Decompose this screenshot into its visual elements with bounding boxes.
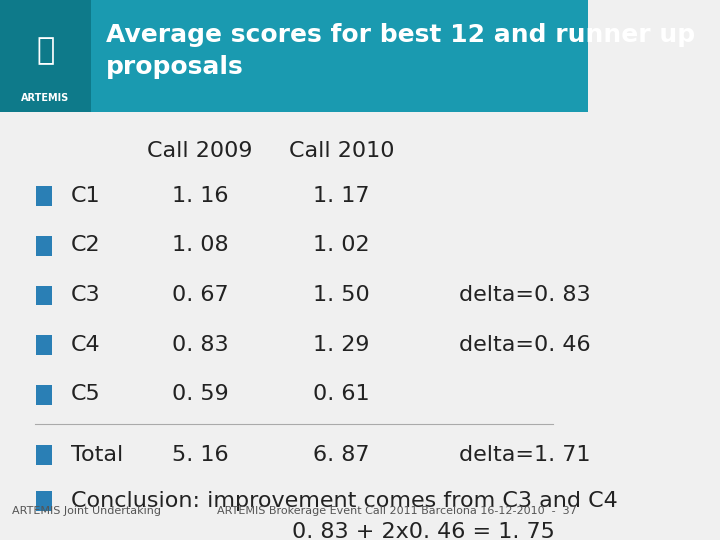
FancyBboxPatch shape (37, 186, 52, 206)
Text: 0. 83 + 2x0. 46 = 1. 75: 0. 83 + 2x0. 46 = 1. 75 (292, 522, 555, 540)
Text: delta=0. 46: delta=0. 46 (459, 335, 590, 355)
Text: 1. 50: 1. 50 (313, 285, 369, 305)
Text: 1. 02: 1. 02 (313, 235, 369, 255)
Text: 1. 29: 1. 29 (313, 335, 369, 355)
Text: 5. 16: 5. 16 (172, 445, 228, 465)
Text: Call 2009: Call 2009 (148, 141, 253, 161)
Text: C3: C3 (71, 285, 100, 305)
Text: ARTEMIS Brokerage Event Call 2011 Barcelona 16-12-2010  -  37: ARTEMIS Brokerage Event Call 2011 Barcel… (217, 506, 577, 516)
Text: 0. 61: 0. 61 (313, 384, 369, 404)
FancyBboxPatch shape (37, 446, 52, 465)
Text: C4: C4 (71, 335, 100, 355)
Text: Total: Total (71, 445, 123, 465)
FancyBboxPatch shape (37, 385, 52, 404)
Text: ARTEMIS: ARTEMIS (21, 93, 69, 103)
Text: 6. 87: 6. 87 (313, 445, 369, 465)
FancyBboxPatch shape (37, 335, 52, 355)
Text: delta=1. 71: delta=1. 71 (459, 445, 590, 465)
Text: 0. 83: 0. 83 (172, 335, 228, 355)
Text: Call 2010: Call 2010 (289, 141, 394, 161)
Text: C1: C1 (71, 186, 100, 206)
FancyBboxPatch shape (37, 236, 52, 256)
Text: C2: C2 (71, 235, 100, 255)
FancyBboxPatch shape (0, 0, 91, 112)
FancyBboxPatch shape (37, 491, 52, 511)
Text: Average scores for best 12 and runner up: Average scores for best 12 and runner up (106, 24, 695, 48)
Text: proposals: proposals (106, 55, 243, 79)
Text: Conclusion: improvement comes from C3 and C4: Conclusion: improvement comes from C3 an… (71, 491, 617, 511)
FancyBboxPatch shape (37, 286, 52, 306)
Text: 1. 16: 1. 16 (172, 186, 228, 206)
Text: delta=0. 83: delta=0. 83 (459, 285, 590, 305)
FancyBboxPatch shape (0, 0, 588, 112)
Text: 1. 17: 1. 17 (313, 186, 369, 206)
Text: 0. 59: 0. 59 (171, 384, 228, 404)
Text: ARTEMIS Joint Undertaking: ARTEMIS Joint Undertaking (12, 506, 161, 516)
Text: 0. 67: 0. 67 (172, 285, 228, 305)
Text: 🏹: 🏹 (36, 36, 55, 65)
Text: C5: C5 (71, 384, 100, 404)
Text: 1. 08: 1. 08 (172, 235, 228, 255)
